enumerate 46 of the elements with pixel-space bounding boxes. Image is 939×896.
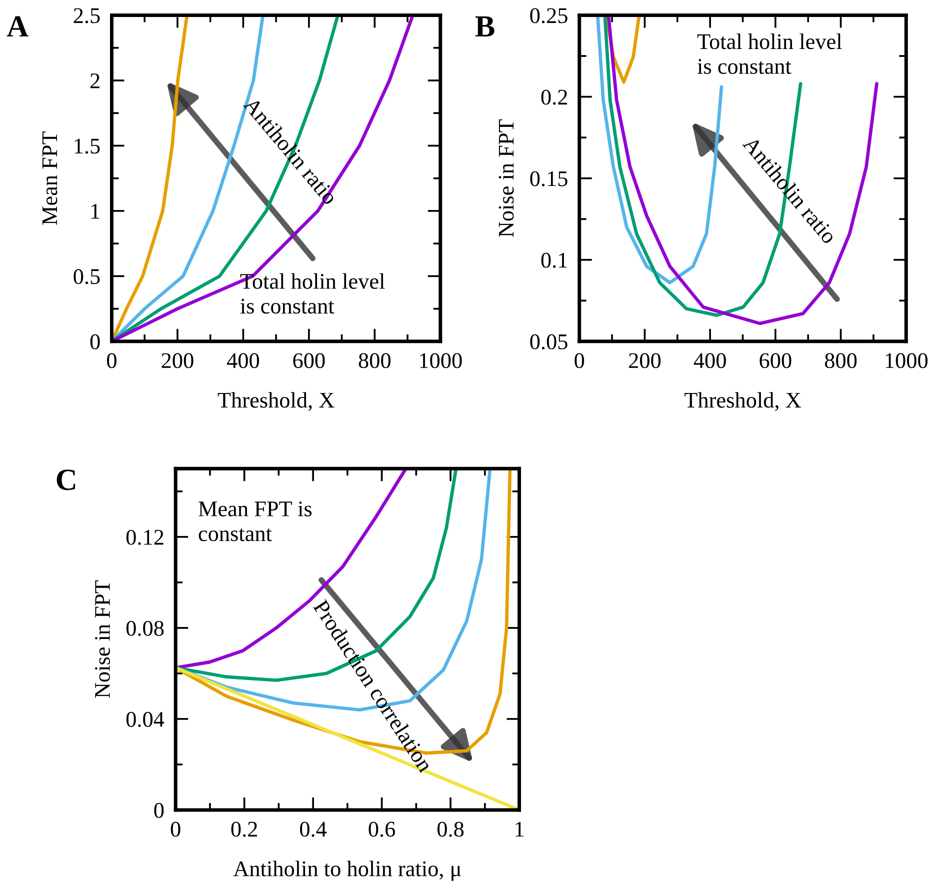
y-tick-label: 0.04 — [126, 712, 164, 727]
y-tick-label: 0.25 — [530, 8, 568, 24]
chart-title: A — [6, 16, 28, 36]
x-tick-label: 600 — [760, 353, 792, 368]
annotation: Mean FPT is constant — [198, 501, 312, 542]
y-tick-label: 1.5 — [74, 138, 100, 154]
y-axis-title: Noise in FPT — [498, 119, 514, 237]
x-tick-label: 0.4 — [300, 822, 327, 837]
y-tick-label: 0 — [154, 802, 164, 818]
chart-title: C — [56, 470, 76, 490]
x-tick-label: 0 — [170, 822, 180, 837]
x-tick-label: 0.8 — [437, 822, 464, 837]
x-tick-label: 800 — [358, 353, 390, 368]
annotation: Total holin level is constant — [697, 34, 842, 74]
line-series — [606, 15, 878, 326]
y-tick-label: 0.12 — [126, 530, 164, 545]
x-tick-label: 0 — [574, 353, 584, 368]
y-tick-label: 0 — [90, 334, 100, 350]
y-tick-label: 0.5 — [74, 269, 100, 284]
x-axis-title: Threshold, X — [684, 392, 801, 411]
x-tick-label: 400 — [694, 353, 726, 368]
x-tick-label: 1000 — [420, 353, 462, 368]
y-tick-label: 0.1 — [541, 252, 567, 268]
x-axis-title: Threshold, X — [218, 392, 334, 411]
annotation: Total holin level is constant — [240, 273, 385, 314]
y-tick-label: 0.15 — [530, 171, 568, 186]
y-tick-label: 0.2 — [541, 90, 568, 105]
y-tick-label: 2.5 — [74, 8, 100, 24]
x-tick-label: 1 — [516, 822, 524, 837]
x-tick-label: 600 — [293, 353, 325, 368]
y-axis-title: Mean FPT — [42, 131, 58, 225]
y-axis-title: Noise in FPT — [95, 580, 110, 698]
x-tick-label: 400 — [226, 353, 260, 368]
x-tick-label: 800 — [824, 353, 857, 368]
y-tick-label: 0.05 — [530, 334, 568, 350]
y-tick-label: 1 — [91, 204, 100, 219]
x-tick-label: 0.2 — [231, 822, 257, 837]
x-tick-label: 0.6 — [368, 822, 396, 837]
x-axis-title: Antiholin to holin ratio, μ — [233, 860, 461, 881]
x-tick-label: 200 — [162, 353, 194, 368]
x-tick-label: 1000 — [886, 353, 928, 368]
y-tick-label: 2 — [90, 73, 100, 88]
y-tick-label: 0.08 — [126, 620, 164, 636]
x-tick-label: 0 — [107, 353, 116, 368]
x-tick-label: 200 — [629, 353, 661, 368]
chart-title: B — [475, 16, 494, 37]
